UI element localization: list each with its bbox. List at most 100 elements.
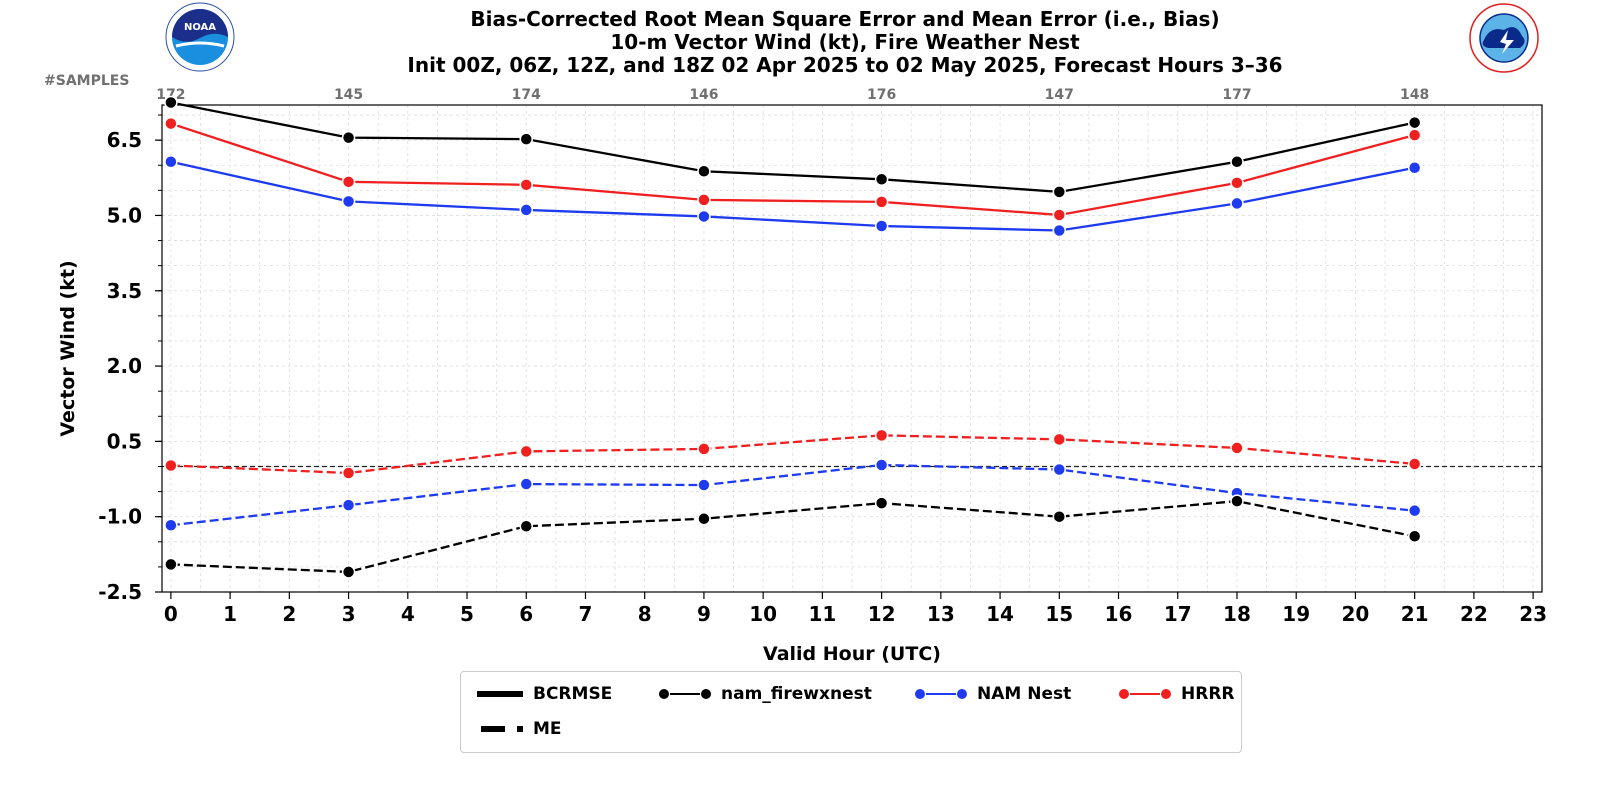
data-point-hrrr-me (341, 466, 356, 480)
x-tick-label: 22 (1460, 602, 1488, 626)
data-point-nam-nest-bcrmse (1052, 223, 1067, 238)
x-tick-label: 15 (1045, 602, 1073, 626)
data-point-nam_firewxnest-bcrmse (519, 132, 533, 146)
y-tick-label: 2.0 (107, 354, 142, 378)
sample-count-label: 147 (1045, 87, 1074, 103)
legend-item-nam-firewxnest: nam_firewxnest (657, 684, 872, 704)
samples-label: #SAMPLES (44, 73, 130, 89)
sample-count-label: 145 (334, 87, 363, 103)
x-tick-label: 2 (282, 602, 296, 626)
y-axis-title: Vector Wind (kt) (57, 260, 79, 436)
plot-frame (161, 104, 1543, 593)
legend: BCRMSE ME nam_firewxnest NAM Nest HRRR (460, 671, 1242, 753)
y-tick-label: 6.5 (107, 128, 142, 152)
chart-title-line-2: 10-m Vector Wind (kt), Fire Weather Nest (610, 30, 1080, 54)
legend-item-nam-nest: NAM Nest (913, 684, 1071, 704)
x-tick-label: 17 (1164, 602, 1192, 626)
sample-count-label: 177 (1222, 87, 1251, 103)
legend-label-hrrr: HRRR (1181, 684, 1235, 704)
data-point-nam-nest-bcrmse (519, 203, 533, 217)
data-point-nam-nest-me (1407, 503, 1422, 518)
series-line-nam-nest-me (170, 463, 1415, 527)
x-tick-label: 11 (808, 602, 836, 626)
data-point-nam-nest-me (874, 458, 889, 472)
data-point-hrrr-me (519, 444, 533, 459)
data-point-nam_firewxnest-me (519, 519, 533, 533)
data-point-hrrr-me (697, 442, 711, 456)
legend-label-nam-nest: NAM Nest (977, 684, 1072, 704)
x-tick-label: 6 (519, 602, 533, 626)
sample-count-label: 146 (689, 87, 718, 103)
legend-label-me: ME (533, 719, 562, 739)
data-point-nam_firewxnest-me (1230, 494, 1244, 508)
data-point-nam_firewxnest-bcrmse (1230, 154, 1244, 169)
data-point-hrrr-me (1052, 432, 1067, 447)
x-tick-label: 9 (697, 602, 711, 626)
x-tick-label: 10 (749, 602, 777, 626)
sample-count-label: 176 (867, 87, 896, 103)
data-point-nam-nest-me (1052, 462, 1067, 477)
data-point-hrrr-me (164, 458, 178, 473)
legend-item-bcrmse: BCRMSE (475, 684, 612, 704)
x-tick-label: 20 (1342, 602, 1370, 626)
x-tick-label: 8 (638, 602, 652, 626)
data-point-nam_firewxnest-bcrmse (341, 130, 356, 145)
x-tick-label: 12 (868, 602, 896, 626)
series-line-nam_firewxnest-me (170, 499, 1415, 574)
data-point-nam-nest-bcrmse (697, 209, 711, 224)
y-tick-label: 5.0 (107, 203, 142, 227)
x-axis-title: Valid Hour (UTC) (763, 643, 941, 665)
series-line-nam-nest-bcrmse (170, 160, 1415, 232)
data-point-nam_firewxnest-bcrmse (874, 172, 889, 187)
data-point-hrrr-bcrmse (341, 175, 356, 189)
x-tick-label: 21 (1401, 602, 1429, 626)
data-point-nam_firewxnest-me (1052, 509, 1067, 524)
legend-label-bcrmse: BCRMSE (533, 684, 613, 704)
data-point-nam_firewxnest-bcrmse (697, 164, 711, 179)
data-point-hrrr-me (874, 428, 889, 443)
chart-title-line-3: Init 00Z, 06Z, 12Z, and 18Z 02 Apr 2025 … (407, 53, 1283, 77)
data-point-nam-nest-me (341, 498, 356, 512)
data-point-nam-nest-me (519, 477, 533, 491)
data-point-nam-nest-bcrmse (1230, 196, 1244, 211)
solid-line-swatch (477, 691, 523, 697)
data-point-nam-nest-bcrmse (1407, 161, 1422, 175)
data-point-nam-nest-bcrmse (874, 219, 889, 233)
x-tick-label: 23 (1519, 602, 1547, 626)
data-point-nam_firewxnest-bcrmse (164, 95, 178, 110)
sample-count-label: 174 (512, 87, 541, 103)
data-point-nam-nest-me (697, 478, 711, 492)
data-point-hrrr-bcrmse (1407, 128, 1422, 142)
legend-item-hrrr: HRRR (1117, 684, 1235, 704)
x-tick-label: 18 (1223, 602, 1251, 626)
y-tick-label: 3.5 (107, 279, 142, 303)
x-tick-label: 0 (164, 602, 178, 626)
sample-count-label: 172 (156, 87, 185, 103)
y-tick-label: -1.0 (98, 505, 142, 529)
svg-text:NOAA: NOAA (184, 22, 216, 33)
data-point-hrrr-bcrmse (874, 195, 889, 209)
marker-line-swatch (658, 688, 712, 700)
nws-logo (1469, 3, 1539, 73)
series-line-hrrr-bcrmse (170, 122, 1415, 217)
legend-label-nam-firewxnest: nam_firewxnest (721, 684, 872, 704)
dashed-line-swatch (481, 726, 523, 732)
x-tick-label: 14 (986, 602, 1014, 626)
data-point-nam_firewxnest-bcrmse (1052, 185, 1067, 199)
data-point-hrrr-bcrmse (164, 116, 178, 131)
data-point-nam_firewxnest-me (697, 511, 711, 526)
data-point-nam-nest-bcrmse (164, 154, 178, 169)
data-point-nam_firewxnest-me (1407, 529, 1422, 544)
x-tick-label: 3 (342, 602, 356, 626)
data-point-nam_firewxnest-me (341, 565, 356, 579)
data-point-nam-nest-bcrmse (341, 194, 356, 209)
x-tick-label: 19 (1282, 602, 1310, 626)
chart-title-line-1: Bias-Corrected Root Mean Square Error an… (470, 7, 1220, 31)
y-tick-label: -2.5 (98, 580, 142, 604)
data-point-nam-nest-me (164, 518, 178, 532)
data-point-hrrr-bcrmse (697, 193, 711, 207)
data-point-hrrr-bcrmse (519, 178, 533, 192)
sample-count-label: 148 (1400, 87, 1429, 103)
marker-line-swatch (914, 688, 968, 700)
